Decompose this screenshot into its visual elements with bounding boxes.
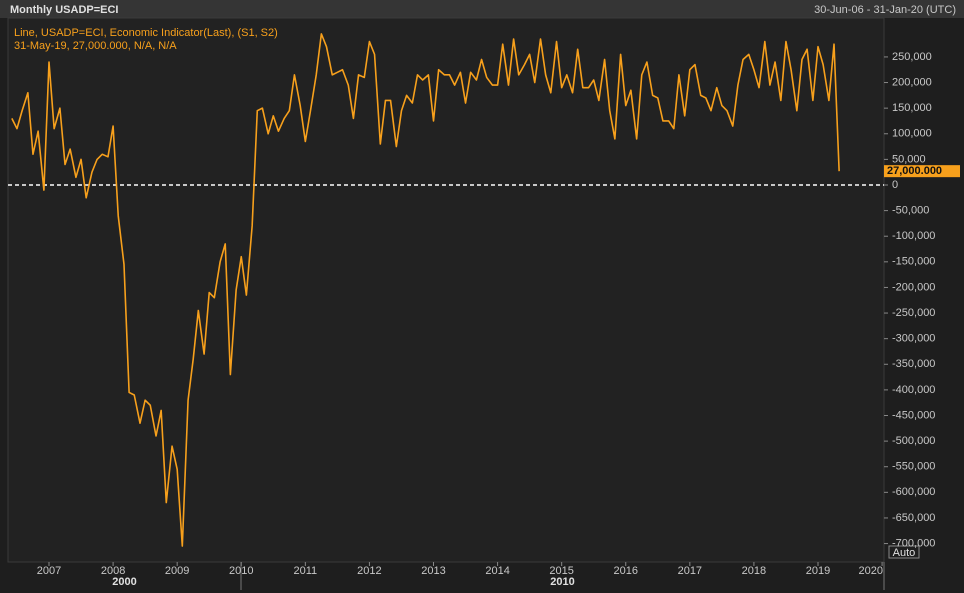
y-tick-label: -100,000: [892, 230, 935, 242]
cursor-label: 31-May-19, 27,000.000, N/A, N/A: [14, 40, 177, 52]
y-tick-label: -700,000: [892, 537, 935, 549]
y-tick-label: -400,000: [892, 384, 935, 396]
x-tick-label: 2011: [294, 565, 318, 577]
y-tick-label: -650,000: [892, 512, 935, 524]
y-tick-label: -250,000: [892, 307, 935, 319]
last-value-box: [884, 165, 960, 178]
y-tick-label: 100,000: [892, 128, 932, 140]
y-tick-label: -550,000: [892, 461, 935, 473]
x-tick-label: 2018: [742, 565, 766, 577]
y-tick-label: 50,000: [892, 153, 926, 165]
x-tick-label: 2014: [485, 565, 509, 577]
plot-area: [7, 17, 885, 563]
x-tick-label: 2017: [678, 565, 702, 577]
x-tick-label: 2010: [229, 565, 253, 577]
y-tick-label: 200,000: [892, 76, 932, 88]
y-tick-label: 150,000: [892, 102, 932, 114]
scale-button[interactable]: [888, 545, 920, 559]
x-tick-label: 2007: [37, 565, 61, 577]
y-tick-label: 0: [892, 179, 898, 191]
y-tick-label: 250,000: [892, 51, 932, 63]
y-tick-label: -50,000: [892, 205, 929, 217]
data-line: [11, 33, 840, 547]
y-tick-label: -600,000: [892, 486, 935, 498]
y-tick-label: -150,000: [892, 256, 935, 268]
decade-label: 2000: [112, 576, 136, 588]
x-tick-label: 2012: [357, 565, 381, 577]
x-tick-label: 2015: [549, 565, 573, 577]
x-tick-label: 2019: [806, 565, 830, 577]
x-tick-label: 2020: [859, 565, 883, 577]
y-tick-label: -500,000: [892, 435, 935, 447]
y-tick-label: -300,000: [892, 333, 935, 345]
y-tick-label: -200,000: [892, 281, 935, 293]
x-tick-label: 2009: [165, 565, 189, 577]
legend-label: Line, USADP=ECI, Economic Indicator(Last…: [14, 27, 278, 39]
y-tick-label: -350,000: [892, 358, 935, 370]
chart-title: Monthly USADP=ECI: [10, 4, 118, 16]
x-tick-label: 2013: [421, 565, 445, 577]
decade-label: 2010: [550, 576, 574, 588]
date-range: 30-Jun-06 - 31-Jan-20 (UTC): [814, 4, 956, 16]
y-tick-label: -450,000: [892, 409, 935, 421]
scale-mode[interactable]: Auto: [893, 547, 916, 559]
x-tick-label: 2016: [614, 565, 638, 577]
header-bar: [0, 0, 964, 18]
x-tick-label: 2008: [101, 565, 125, 577]
last-value-label: 27,000.000: [887, 165, 942, 177]
